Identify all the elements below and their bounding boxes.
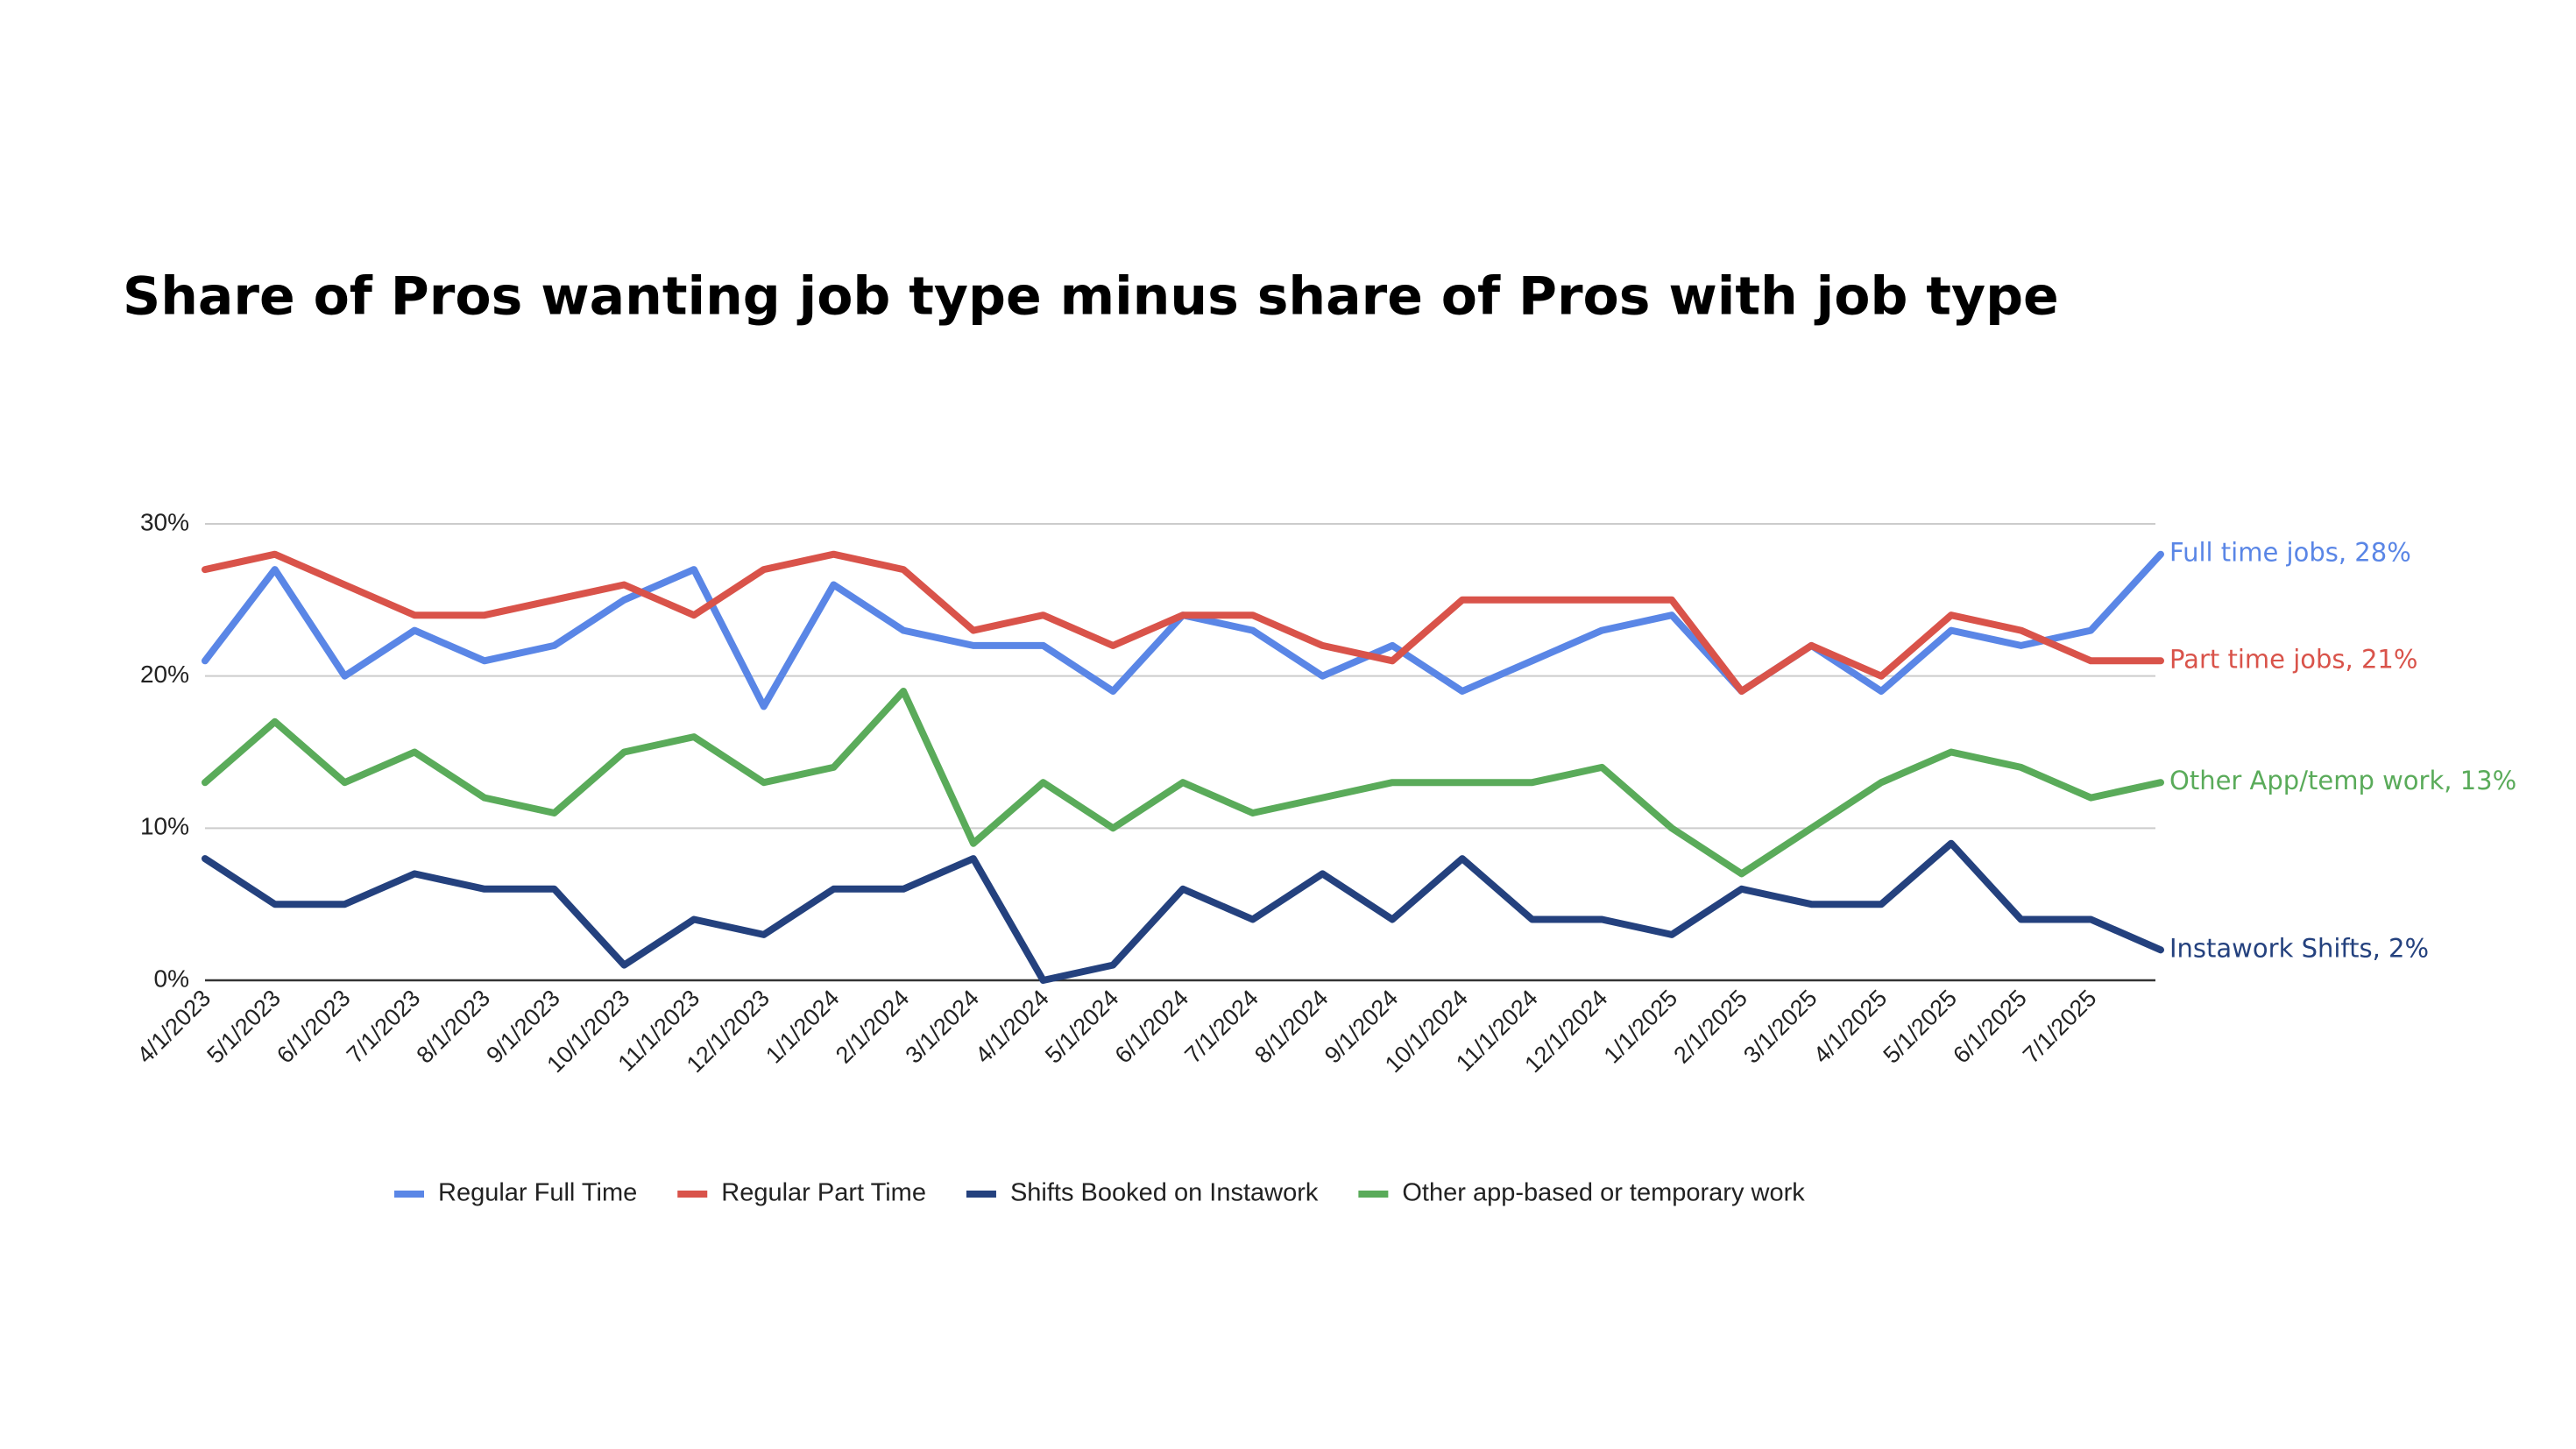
x-tick-label: 6/1/2024	[1110, 985, 1194, 1069]
y-tick-label: 30%	[140, 508, 189, 535]
end-label: Part time jobs, 21%	[2169, 644, 2417, 674]
legend-label: Other app-based or temporary work	[1402, 1179, 1805, 1207]
x-tick-label: 5/1/2023	[202, 985, 286, 1069]
x-tick-label: 5/1/2024	[1040, 985, 1124, 1069]
x-tick-label: 7/1/2025	[2018, 985, 2102, 1069]
end-label: Other App/temp work, 13%	[2169, 766, 2516, 795]
series-line	[202, 688, 2164, 878]
x-tick-label: 4/1/2024	[970, 985, 1054, 1069]
chart-title: Share of Pros wanting job type minus sha…	[123, 266, 2059, 328]
y-tick-label: 20%	[140, 661, 189, 688]
x-tick-label: 8/1/2023	[412, 985, 496, 1069]
legend-label: Regular Part Time	[721, 1179, 926, 1207]
y-tick-label: 0%	[154, 965, 189, 992]
x-tick-label: 7/1/2023	[342, 985, 426, 1069]
legend-label: Regular Full Time	[438, 1179, 637, 1207]
x-tick-label: 3/1/2025	[1738, 985, 1822, 1069]
x-tick-label: 2/1/2024	[831, 985, 915, 1069]
end-label: Full time jobs, 28%	[2169, 538, 2411, 568]
y-tick-label: 10%	[140, 813, 189, 840]
x-tick-label: 1/1/2025	[1599, 985, 1683, 1069]
end-label: Instawork Shifts, 2%	[2169, 933, 2429, 963]
x-tick-label: 7/1/2024	[1179, 985, 1263, 1069]
series-line	[202, 839, 2164, 984]
x-tick-label: 4/1/2025	[1808, 985, 1893, 1069]
x-tick-label: 6/1/2023	[272, 985, 356, 1069]
x-tick-label: 4/1/2023	[132, 985, 216, 1069]
x-tick-label: 6/1/2025	[1948, 985, 2032, 1069]
x-tick-label: 5/1/2025	[1879, 985, 1963, 1069]
legend-label: Shifts Booked on Instawork	[1010, 1179, 1319, 1207]
x-tick-label: 1/1/2024	[761, 985, 845, 1069]
series-line	[202, 550, 2164, 695]
series-line	[202, 550, 2164, 710]
x-tick-label: 8/1/2024	[1249, 985, 1334, 1069]
x-tick-label: 2/1/2025	[1668, 985, 1752, 1069]
x-tick-label: 3/1/2024	[901, 985, 985, 1069]
